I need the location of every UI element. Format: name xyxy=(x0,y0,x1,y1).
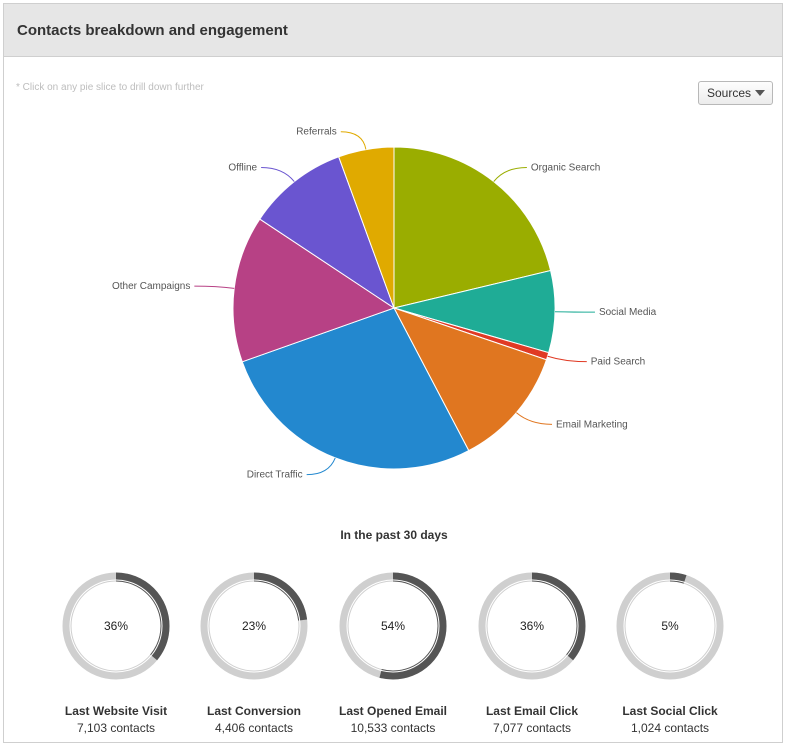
donut-count: 7,103 contacts xyxy=(76,721,156,735)
pie-label-other-campaigns: Other Campaigns xyxy=(112,281,190,292)
pie-slice-referrals[interactable] xyxy=(338,146,395,309)
donut-percent: 54% xyxy=(381,619,405,633)
pie-label-organic-search: Organic Search xyxy=(531,162,600,173)
drilldown-hint: * Click on any pie slice to drill down f… xyxy=(16,82,204,93)
donut-percent: 23% xyxy=(242,619,266,633)
pie-slice-direct-traffic[interactable] xyxy=(241,307,470,470)
sources-pie-chart: Organic Search Social Media Paid Search Ema… xyxy=(112,127,657,481)
donut-fill xyxy=(62,572,170,680)
panel-header: Contacts breakdown and engagement xyxy=(4,4,782,57)
donut-percent: 36% xyxy=(520,619,544,633)
sources-dropdown[interactable]: Sources xyxy=(698,81,773,105)
pie-label-referrals: Referrals xyxy=(296,127,337,138)
donut-label: Last Opened Email xyxy=(338,704,448,718)
donut-label: Last Conversion xyxy=(206,704,302,718)
pie-connector-referrals xyxy=(340,131,367,150)
donut-count: 4,406 contacts xyxy=(214,721,294,735)
donut-count: 7,077 contacts xyxy=(492,721,572,735)
donut-fill xyxy=(478,572,586,680)
donut-label: Last Website Visit xyxy=(64,704,168,718)
engagement-last-opened-email: 54% Last Opened Email 10,533 contacts xyxy=(323,571,463,735)
pie-slice-other-campaigns[interactable] xyxy=(232,218,396,363)
engagement-title: In the past 30 days xyxy=(340,528,448,542)
donut-count: 10,533 contacts xyxy=(350,721,436,735)
donut-count: 1,024 contacts xyxy=(630,721,710,735)
contacts-panel: Contacts breakdown and engagement * Clic… xyxy=(3,3,783,743)
donut-chart: 36% xyxy=(62,572,170,680)
pie-slice-offline[interactable] xyxy=(259,156,395,310)
sources-dropdown-value: Sources xyxy=(707,86,752,100)
pie-label-paid-search: Paid Search xyxy=(591,357,645,368)
pie-label-social-media: Social Media xyxy=(599,307,657,318)
engagement-last-website-visit: 36% Last Website Visit 7,103 contacts xyxy=(46,571,186,735)
pie-connector-email-marketing xyxy=(516,412,553,425)
pie-connector-paid-search xyxy=(547,355,587,363)
donut-fill xyxy=(200,572,308,680)
donut-fill xyxy=(339,572,447,680)
pie-label-offline: Offline xyxy=(228,162,257,173)
panel-title: Contacts breakdown and engagement xyxy=(17,21,288,39)
donut-chart: 54% xyxy=(339,572,447,680)
engagement-last-social-click: 5% Last Social Click 1,024 contacts xyxy=(600,571,740,735)
donut-percent: 36% xyxy=(104,619,128,633)
donut-chart: 23% xyxy=(200,572,308,680)
engagement-last-conversion: 23% Last Conversion 4,406 contacts xyxy=(184,571,324,735)
donut-label: Last Social Click xyxy=(622,704,718,718)
donut-percent: 5% xyxy=(661,619,679,633)
pie-connector-direct-traffic xyxy=(306,457,336,476)
donut-chart: 36% xyxy=(478,572,586,680)
donut-fill xyxy=(616,572,724,680)
pie-connector-offline xyxy=(261,166,295,182)
donut-chart: 5% xyxy=(616,572,724,680)
donut-label: Last Email Click xyxy=(485,704,579,718)
pie-slice-organic-search[interactable] xyxy=(393,146,552,309)
pie-connector-other-campaigns xyxy=(194,285,235,289)
pie-label-email-marketing: Email Marketing xyxy=(556,419,628,430)
chevron-down-icon xyxy=(755,90,765,96)
pie-label-direct-traffic: Direct Traffic xyxy=(247,470,303,481)
pie-connector-organic-search xyxy=(493,166,527,182)
engagement-last-email-click: 36% Last Email Click 7,077 contacts xyxy=(462,571,602,735)
